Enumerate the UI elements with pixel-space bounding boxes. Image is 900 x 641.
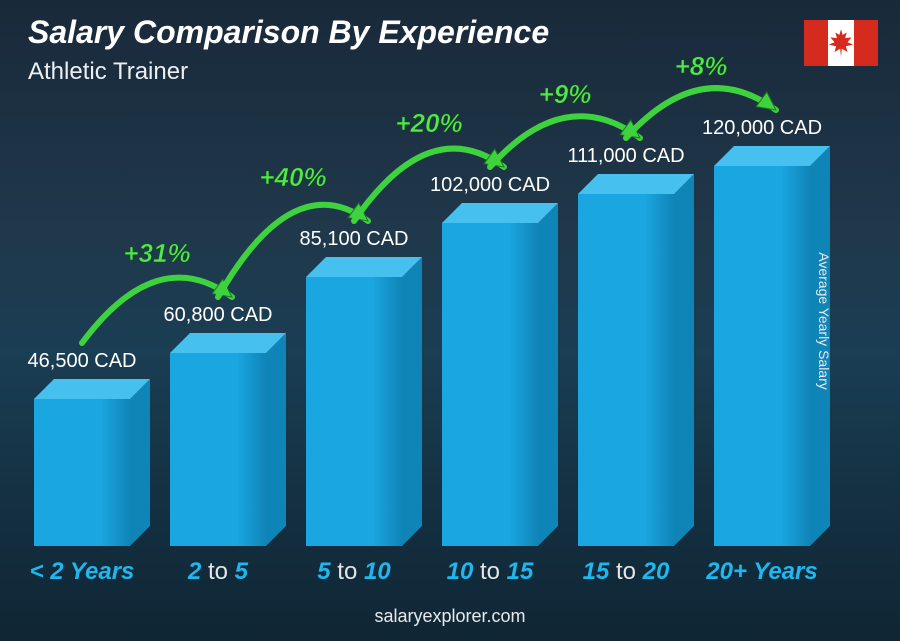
flag-canada (804, 20, 878, 66)
bar-side (402, 257, 422, 546)
growth-arc-label: +20% (395, 108, 462, 138)
bar-body (578, 194, 674, 546)
xlabel-lo: 2 (188, 558, 201, 585)
bar-3: 102,000 CAD10 to 15 (442, 223, 538, 546)
bar-front (306, 277, 402, 546)
xlabel-mid: to (331, 558, 364, 585)
bar-value-label: 46,500 CAD (0, 350, 178, 373)
bar-4: 111,000 CAD15 to 20 (578, 194, 674, 546)
bar-side (130, 379, 150, 546)
bar-5: 120,000 CAD20+ Years (714, 166, 810, 546)
xlabel-lo: 5 (317, 558, 330, 585)
bar-body (714, 166, 810, 546)
bar-top (306, 257, 422, 277)
bar-top (442, 203, 558, 223)
bar-top (578, 174, 694, 194)
chart-stage: Salary Comparison By Experience Athletic… (0, 0, 900, 641)
xlabel-lo: 10 (447, 558, 474, 585)
bar-front (34, 399, 130, 546)
flag-band-right (854, 20, 878, 66)
bar-2: 85,100 CAD5 to 10 (306, 277, 402, 546)
bar-value-label: 120,000 CAD (666, 117, 858, 140)
bar-side (538, 203, 558, 546)
bar-0: 46,500 CAD< 2 Years (34, 399, 130, 546)
bar-value-label: 60,800 CAD (122, 304, 314, 327)
growth-arc-label: +40% (259, 162, 326, 192)
flag-band-left (804, 20, 828, 66)
bar-top (34, 379, 150, 399)
bar-front (170, 353, 266, 546)
bar-side (674, 174, 694, 546)
bar-body (170, 353, 266, 546)
xlabel-hi: Years (753, 558, 818, 585)
bar-value-label: 85,100 CAD (258, 228, 450, 251)
xlabel-hi: 10 (364, 558, 391, 585)
page-subtitle: Athletic Trainer (28, 58, 188, 86)
bar-front (714, 166, 810, 546)
bar-x-label: 20+ Years (666, 558, 858, 586)
bar-body (306, 277, 402, 546)
growth-arc-label: +9% (539, 79, 592, 109)
bar-chart: 46,500 CAD< 2 Years 60,800 CAD2 to 5 85,10… (34, 126, 810, 546)
xlabel-lo: 15 (583, 558, 610, 585)
bar-value-label: 111,000 CAD (530, 145, 722, 168)
growth-arc-label: +31% (123, 238, 190, 268)
growth-arc-label: +8% (675, 51, 728, 81)
y-axis-label: Average Yearly Salary (815, 252, 831, 390)
xlabel-lo: 20+ (706, 558, 747, 585)
bar-body (34, 399, 130, 546)
xlabel-lo: < 2 (30, 558, 64, 585)
bar-front (442, 223, 538, 546)
bar-value-label: 102,000 CAD (394, 174, 586, 197)
page-title: Salary Comparison By Experience (28, 14, 549, 51)
xlabel-mid: to (473, 558, 506, 585)
xlabel-mid: to (609, 558, 642, 585)
flag-center (828, 20, 854, 66)
maple-leaf-icon (828, 28, 854, 58)
xlabel-hi: 5 (235, 558, 248, 585)
xlabel-mid: to (201, 558, 234, 585)
bar-side (266, 333, 286, 546)
bar-top (714, 146, 830, 166)
bar-front (578, 194, 674, 546)
bar-top (170, 333, 286, 353)
bar-body (442, 223, 538, 546)
footer-attribution: salaryexplorer.com (0, 606, 900, 627)
bar-1: 60,800 CAD2 to 5 (170, 353, 266, 546)
